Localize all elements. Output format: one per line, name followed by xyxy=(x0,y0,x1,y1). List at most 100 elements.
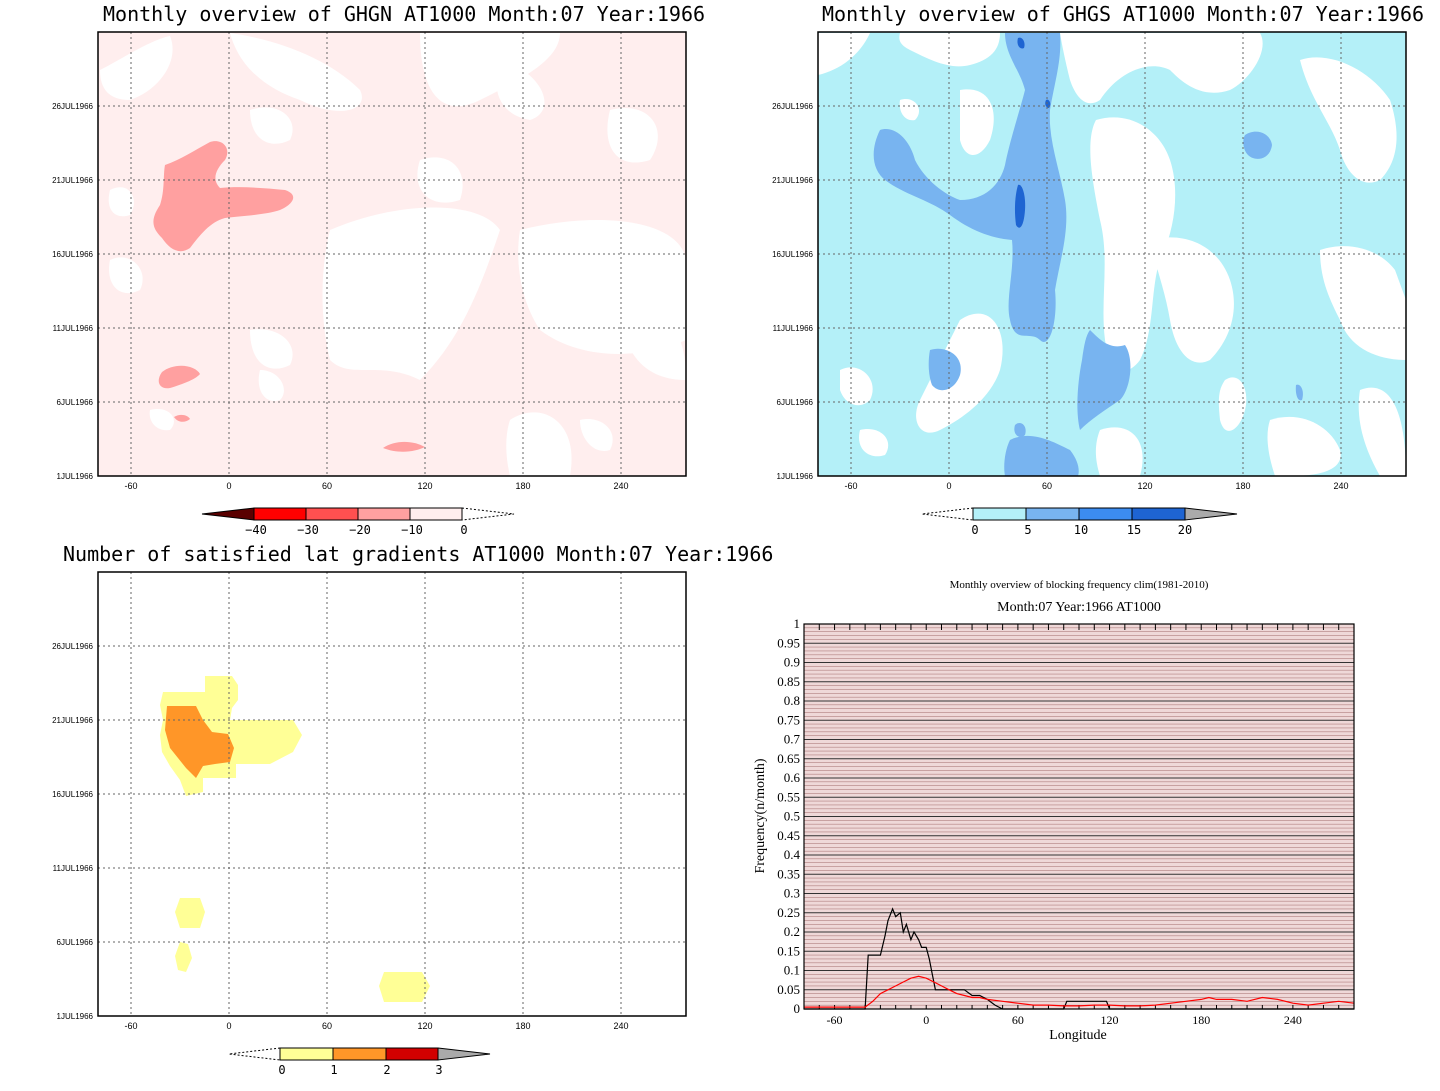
ghgs-colorbar: 0 5 10 15 20 xyxy=(921,507,1238,537)
x-tick-label: -60 xyxy=(124,1021,137,1031)
colorbar-label: 20 xyxy=(1178,523,1192,537)
ghgn-x-ticks: -60 0 60 120 180 240 xyxy=(124,481,628,491)
colorbar-label: 15 xyxy=(1127,523,1141,537)
y-tick-label: 0.4 xyxy=(784,847,801,862)
colorbar-label: 1 xyxy=(330,1063,337,1077)
grad-x-ticks: -60 0 60 120 180 240 xyxy=(124,1021,628,1031)
x-tick-label: 180 xyxy=(515,481,530,491)
y-tick-label: 1JUL1966 xyxy=(57,1012,94,1021)
x-tick-label: 60 xyxy=(1042,481,1052,491)
x-tick-label: 120 xyxy=(417,1021,432,1031)
grad-map: -60 0 60 120 180 240 1JUL1966 6JUL1966 1… xyxy=(52,571,687,1031)
x-tick-label: -60 xyxy=(827,1013,843,1027)
ghgs-high-regions xyxy=(1014,37,1051,228)
ghgs-gridlines xyxy=(818,32,1406,476)
colorbar-label: 0 xyxy=(971,523,978,537)
ghgn-zero-regions xyxy=(100,33,686,476)
y-tick-label: 11JUL1966 xyxy=(53,864,94,873)
y-tick-label: 6JUL1966 xyxy=(777,398,814,407)
x-tick-labels: -60 0 60 120 180 240 xyxy=(827,1013,1302,1027)
colorbar-label: −30 xyxy=(297,523,319,537)
x-tick-label: 0 xyxy=(946,481,951,491)
blocking-chart: Monthly overview of blocking frequency c… xyxy=(753,579,1355,1043)
y-tick-label: 0.75 xyxy=(777,712,800,727)
colorbar-label: 0 xyxy=(278,1063,285,1077)
y-tick-label: 1JUL1966 xyxy=(777,472,814,481)
y-tick-label: 0.9 xyxy=(784,655,800,670)
grad-title: Number of satisfied lat gradients AT1000… xyxy=(63,542,774,566)
chart-title: Month:07 Year:1966 AT1000 xyxy=(997,600,1161,615)
y-tick-label: 0.5 xyxy=(784,809,800,824)
x-tick-label: 240 xyxy=(1333,481,1348,491)
x-tick-label: 60 xyxy=(322,481,332,491)
x-tick-label: -60 xyxy=(124,481,137,491)
y-tick-label: 26JUL1966 xyxy=(52,642,93,651)
x-tick-label: 180 xyxy=(515,1021,530,1031)
y-tick-label: 0.2 xyxy=(784,924,800,939)
ghgn-negative-regions xyxy=(153,141,425,452)
ghgs-mid-regions xyxy=(873,33,1303,476)
ghgs-title: Monthly overview of GHGS AT1000 Month:07… xyxy=(822,2,1425,26)
colorbar-label: 10 xyxy=(1074,523,1088,537)
x-tick-label: 60 xyxy=(322,1021,332,1031)
y-tick-label: 0 xyxy=(794,1001,801,1016)
grad-y-ticks: 1JUL1966 6JUL1966 11JUL1966 16JUL1966 21… xyxy=(52,642,93,1021)
y-tick-label: 26JUL1966 xyxy=(52,102,93,111)
ghgn-colorbar: −40 −30 −20 −10 0 xyxy=(201,507,515,537)
y-tick-label: 1 xyxy=(794,616,801,631)
y-tick-label: 0.85 xyxy=(777,674,800,689)
x-tick-label: 0 xyxy=(226,481,231,491)
ghgn-title: Monthly overview of GHGN AT1000 Month:07… xyxy=(103,2,706,26)
y-tick-label: 0.35 xyxy=(777,866,800,881)
x-tick-label: 60 xyxy=(1012,1013,1024,1027)
plot-major-gridlines xyxy=(804,623,1354,1010)
x-tick-label: 240 xyxy=(613,1021,628,1031)
x-tick-label: -60 xyxy=(844,481,857,491)
y-axis-label: Frequency(n/month) xyxy=(753,758,768,873)
x-tick-label: 0 xyxy=(923,1013,929,1027)
x-tick-label: 240 xyxy=(613,481,628,491)
y-tick-label: 16JUL1966 xyxy=(52,790,93,799)
grad-gridlines xyxy=(98,572,686,1016)
y-tick-label: 16JUL1966 xyxy=(772,250,813,259)
y-tick-label: 0.1 xyxy=(784,963,800,978)
chart-suptitle: Monthly overview of blocking frequency c… xyxy=(950,579,1209,591)
y-tick-label: 11JUL1966 xyxy=(53,324,94,333)
y-tick-label: 11JUL1966 xyxy=(773,324,814,333)
y-tick-label: 0.3 xyxy=(784,886,800,901)
y-tick-label: 0.45 xyxy=(777,828,800,843)
colorbar-label: −40 xyxy=(245,523,267,537)
ghgs-x-ticks: -60 0 60 120 180 240 xyxy=(844,481,1348,491)
y-tick-label: 6JUL1966 xyxy=(57,938,94,947)
y-tick-label: 0.6 xyxy=(784,770,801,785)
y-tick-label: 0.05 xyxy=(777,982,800,997)
y-tick-label: 6JUL1966 xyxy=(57,398,94,407)
x-tick-label: 0 xyxy=(226,1021,231,1031)
ghgs-map: -60 0 60 120 180 240 1JUL1966 6JUL1966 1… xyxy=(772,31,1407,491)
y-tick-label: 0.8 xyxy=(784,693,800,708)
x-tick-label: 120 xyxy=(1101,1013,1119,1027)
ghgs-zero-regions xyxy=(818,33,1406,476)
x-tick-label: 120 xyxy=(1137,481,1152,491)
y-tick-label: 0.25 xyxy=(777,905,800,920)
y-tick-label: 21JUL1966 xyxy=(772,176,813,185)
y-tick-label: 0.55 xyxy=(777,789,800,804)
y-tick-label: 0.7 xyxy=(784,732,801,747)
y-tick-labels: 0 0.05 0.1 0.15 0.2 0.25 0.3 0.35 0.4 0.45 0.5 0.55… xyxy=(777,616,800,1016)
x-tick-label: 120 xyxy=(417,481,432,491)
series-line-1 xyxy=(804,975,1355,1008)
y-tick-label: 1JUL1966 xyxy=(57,472,94,481)
colorbar-label: 3 xyxy=(435,1063,442,1077)
colorbar-label: 5 xyxy=(1024,523,1031,537)
ghgn-map: -60 0 60 120 180 240 1JUL1966 6JUL1966 1… xyxy=(52,31,687,491)
x-tick-label: 240 xyxy=(1284,1013,1302,1027)
x-axis-label: Longitude xyxy=(1049,1028,1107,1043)
y-tick-label: 16JUL1966 xyxy=(52,250,93,259)
x-tick-label: 180 xyxy=(1192,1013,1210,1027)
colorbar-label: 0 xyxy=(460,523,467,537)
y-tick-label: 0.15 xyxy=(777,943,800,958)
y-tick-label: 21JUL1966 xyxy=(52,176,93,185)
y-tick-label: 0.95 xyxy=(777,635,800,650)
colorbar-label: −10 xyxy=(401,523,423,537)
